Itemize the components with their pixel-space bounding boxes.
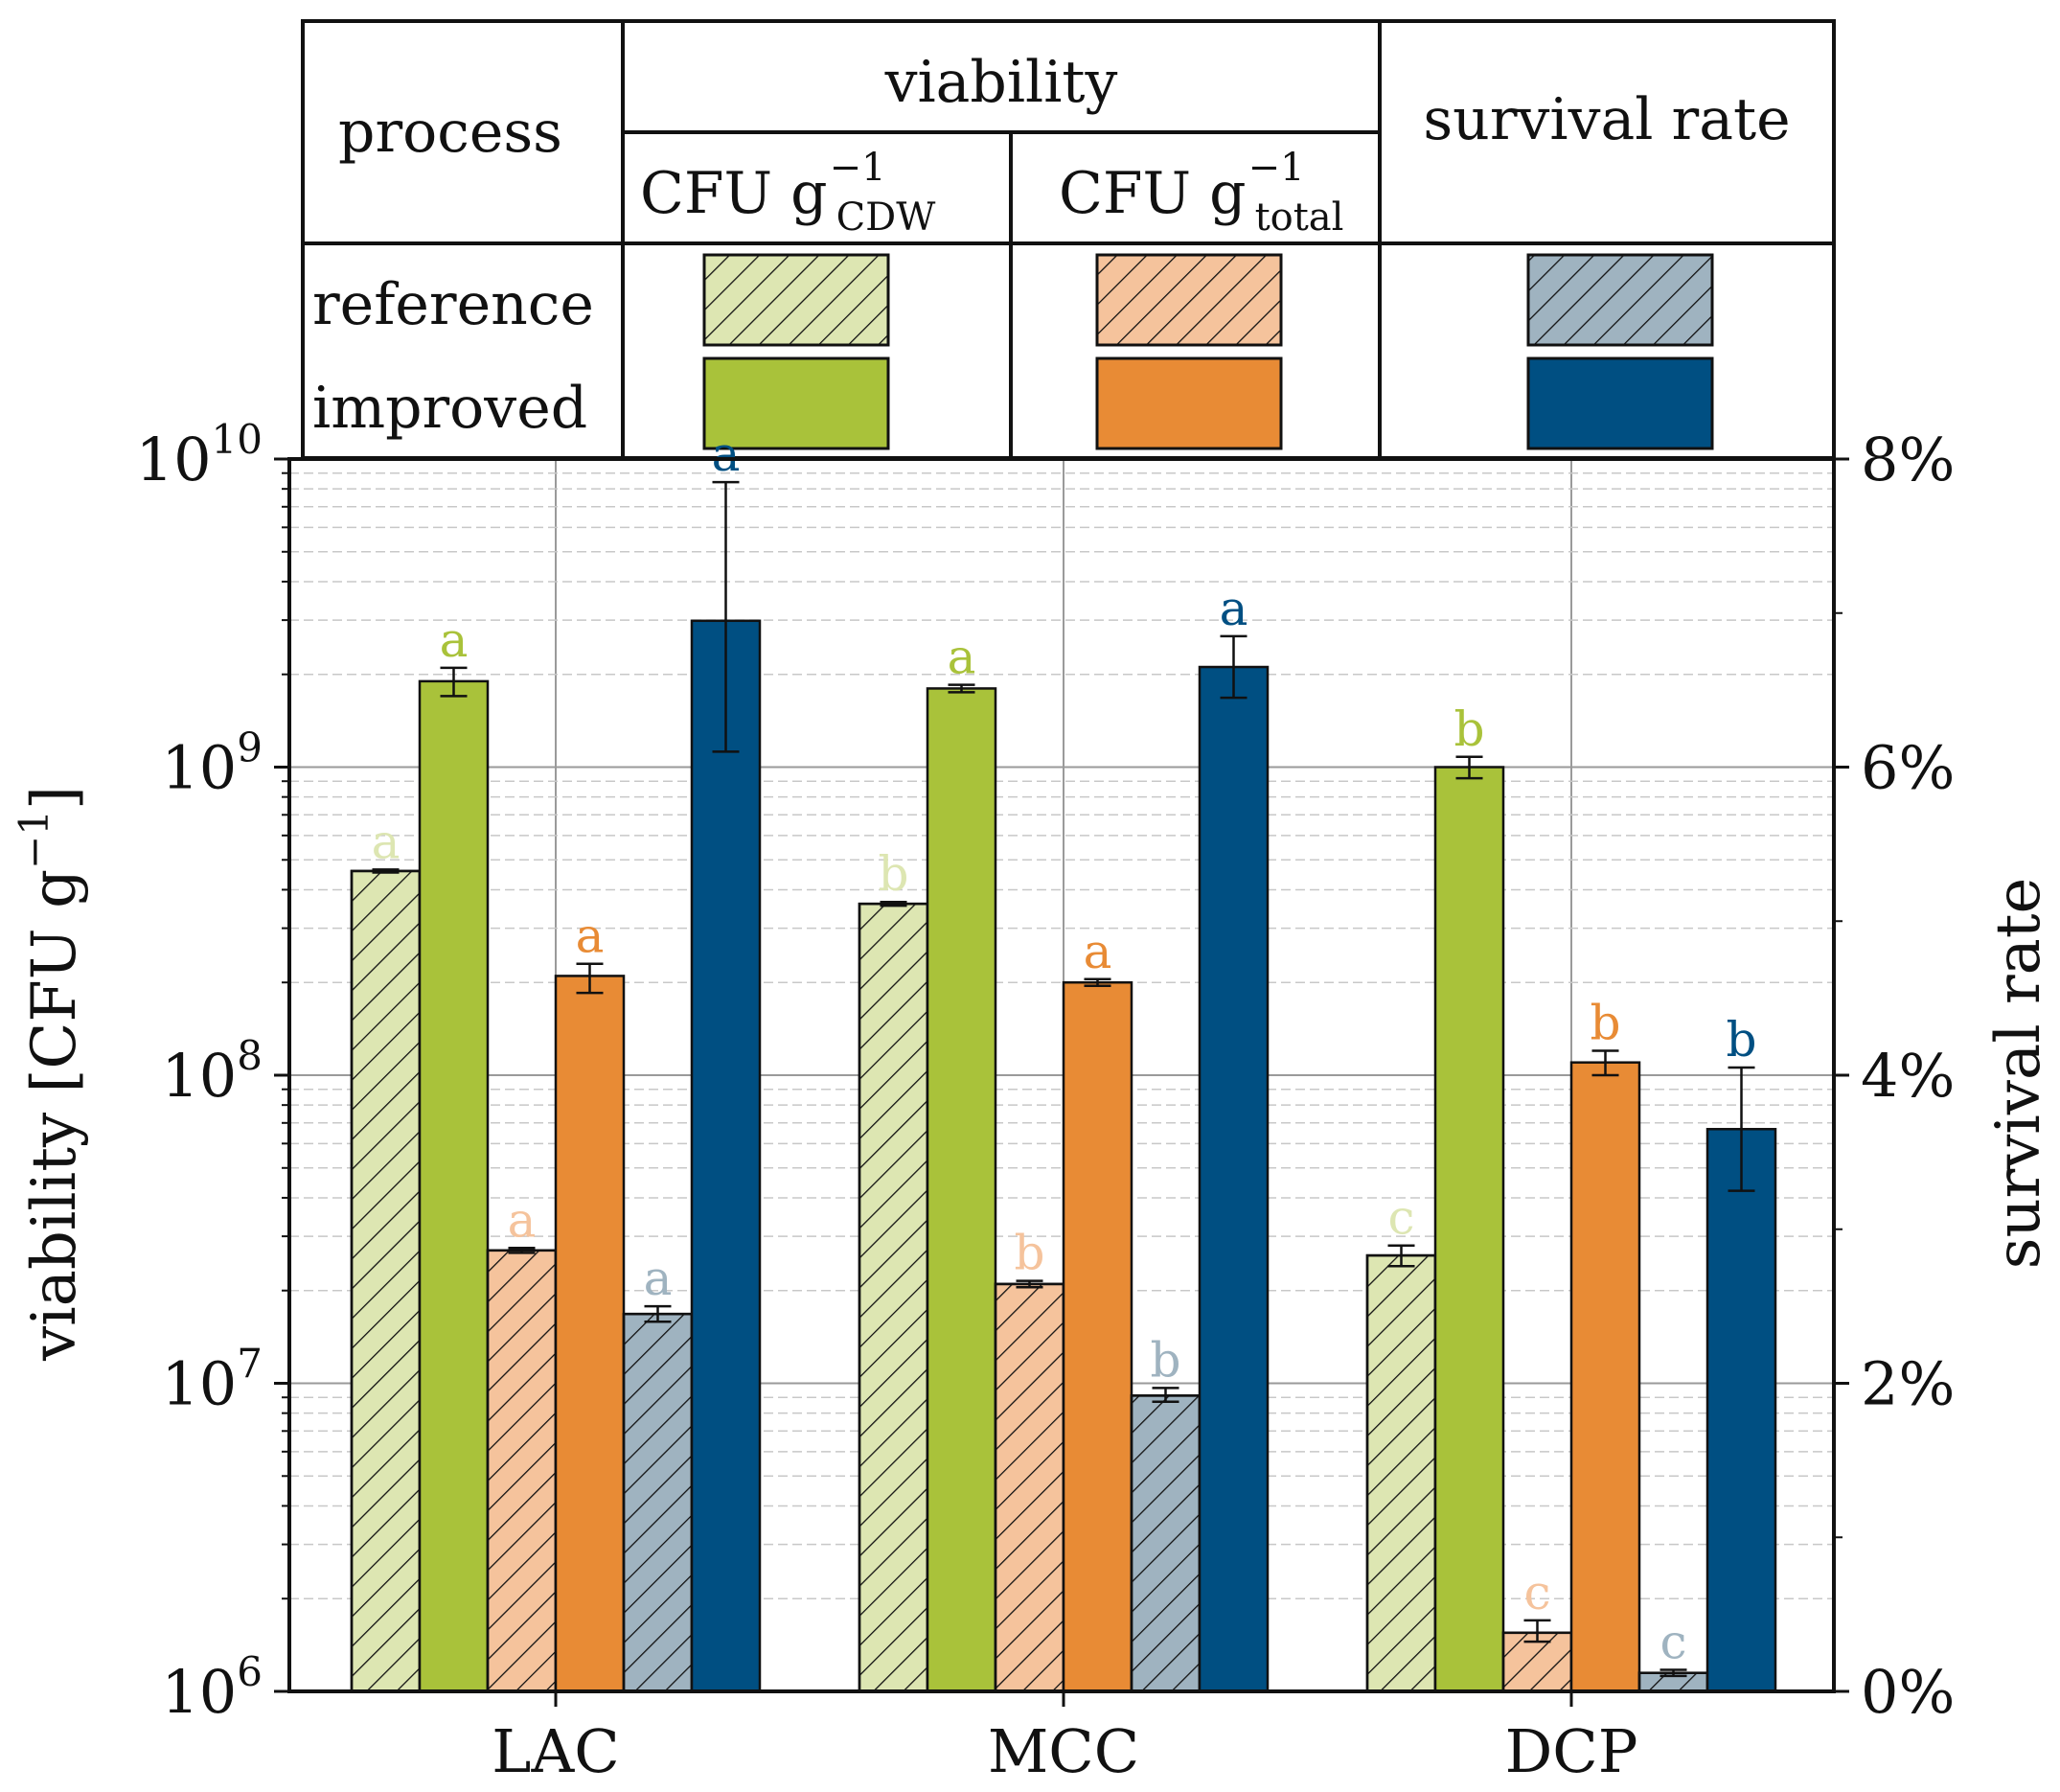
left-tick-label: 106 <box>161 1648 263 1727</box>
left-tick-base: 10 <box>136 425 212 494</box>
left-tick-label: 107 <box>161 1341 263 1419</box>
viability-header: viability <box>884 49 1118 116</box>
left-tick-exp: 6 <box>237 1648 263 1695</box>
left-tick-label: 1010 <box>136 416 263 494</box>
legend-swatch-hatch-total <box>1095 253 1283 347</box>
left-axis-title-sup: −1 <box>11 810 57 869</box>
left-tick-base: 10 <box>161 733 237 803</box>
bar-DCP-5 <box>1705 1128 1777 1693</box>
row-improved-label: improved <box>312 375 587 442</box>
left-axis-title-main: viability [CFU g <box>19 869 90 1362</box>
bar-hatch-MCC-2 <box>994 1282 1065 1693</box>
right-tick-label: 8% <box>1861 425 1955 494</box>
left-tick-label: 109 <box>161 724 263 803</box>
left-axis-title-end: ] <box>19 786 90 810</box>
bar-DCP-1 <box>1433 766 1505 1693</box>
process-header: process <box>338 99 562 166</box>
legend-swatch-cdw-imp <box>702 356 890 450</box>
cfu-total-header: CFU g−1 total <box>1059 146 1343 240</box>
x-tick-label-LAC: LAC <box>492 1716 619 1786</box>
cfu-cdw-sup: −1 <box>830 146 886 190</box>
x-tick-label-DCP: DCP <box>1505 1716 1638 1786</box>
bar-LAC-5 <box>690 619 762 1693</box>
bar-hatch-LAC-0 <box>350 869 422 1693</box>
left-tick-exp: 7 <box>237 1341 263 1388</box>
legend-swatch-hatch-surv <box>1526 253 1714 347</box>
significance-letter-MCC-1: a <box>948 630 976 685</box>
significance-letter-DCP-1: b <box>1453 701 1484 757</box>
significance-letter-LAC-1: a <box>440 612 469 668</box>
cfu-cdw-main: CFU g <box>640 160 828 227</box>
bar-hatch-DCP-0 <box>1365 1253 1437 1693</box>
bar-MCC-3 <box>1062 980 1133 1693</box>
left-tick-base: 10 <box>161 1041 237 1111</box>
left-tick-exp: 8 <box>237 1032 263 1079</box>
right-tick-label: 4% <box>1861 1041 1955 1111</box>
significance-letter-LAC-0: a <box>372 814 401 869</box>
left-tick-label: 108 <box>161 1032 263 1111</box>
left-axis-title: viability [CFU g−1] <box>11 786 90 1362</box>
bar-LAC-1 <box>418 679 490 1693</box>
significance-letter-LAC-3: a <box>576 908 605 964</box>
cfu-cdw-header: CFU g−1 CDW <box>640 146 935 240</box>
bar-hatch-LAC-4 <box>622 1312 694 1693</box>
bar-hatch-MCC-0 <box>858 902 929 1693</box>
cfu-total-main: CFU g <box>1059 160 1247 227</box>
significance-letter-MCC-0: b <box>878 846 908 902</box>
left-tick-exp: 9 <box>237 724 263 771</box>
right-axis-title: survival rate <box>1983 878 2054 1270</box>
legend-swatch-hatch-cdw <box>702 253 890 347</box>
bar-hatch-LAC-2 <box>486 1249 558 1693</box>
legend-swatches <box>702 253 1714 450</box>
x-tick-label-MCC: MCC <box>988 1716 1139 1786</box>
legend-table: process viability survival rate CFU g−1 C… <box>301 19 1836 460</box>
significance-letter-MCC-5: a <box>1220 581 1248 636</box>
bar-MCC-5 <box>1198 665 1270 1693</box>
significance-letter-DCP-5: b <box>1726 1012 1756 1068</box>
significance-letter-LAC-5: a <box>712 426 741 482</box>
significance-letter-MCC-4: b <box>1150 1332 1180 1388</box>
significance-letters: a b c a a b a b c a a b a b c a a b <box>372 426 1757 1669</box>
significance-letter-DCP-2: c <box>1523 1565 1550 1620</box>
bar-LAC-3 <box>554 975 626 1693</box>
bars <box>350 619 1777 1693</box>
left-tick-base: 10 <box>161 1657 237 1727</box>
right-tick-label: 2% <box>1861 1349 1955 1419</box>
cfu-total-sub: total <box>1255 195 1344 240</box>
row-reference-label: reference <box>312 271 594 338</box>
legend-swatch-surv-imp <box>1526 356 1714 450</box>
right-tick-label: 6% <box>1861 733 1955 803</box>
bar-MCC-1 <box>926 687 997 1693</box>
significance-letter-LAC-2: a <box>508 1192 537 1248</box>
cfu-cdw-sub: CDW <box>836 195 936 240</box>
significance-letter-LAC-4: a <box>644 1251 673 1306</box>
significance-letter-DCP-0: c <box>1387 1190 1414 1246</box>
right-tick-label: 0% <box>1861 1657 1955 1727</box>
left-tick-exp: 10 <box>212 416 263 463</box>
legend-swatch-total-imp <box>1095 356 1283 450</box>
error-bars <box>372 480 1755 1678</box>
left-tick-base: 10 <box>161 1349 237 1419</box>
significance-letter-DCP-4: c <box>1659 1614 1686 1669</box>
significance-letter-DCP-3: b <box>1590 996 1620 1051</box>
bar-hatch-MCC-4 <box>1130 1394 1202 1693</box>
cfu-total-sup: −1 <box>1248 146 1305 190</box>
survival-rate-header: survival rate <box>1423 86 1790 153</box>
bar-DCP-3 <box>1569 1061 1641 1693</box>
significance-letter-MCC-2: b <box>1014 1226 1044 1281</box>
significance-letter-MCC-3: a <box>1084 924 1112 979</box>
